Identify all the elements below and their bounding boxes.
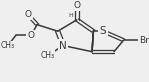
Text: H: H [68, 13, 73, 18]
Text: N: N [59, 41, 67, 51]
Text: CH₃: CH₃ [1, 41, 15, 50]
Text: O: O [27, 31, 34, 40]
Text: O: O [73, 1, 80, 10]
Text: S: S [100, 26, 106, 36]
Text: CH₃: CH₃ [40, 51, 55, 60]
Text: O: O [25, 10, 32, 19]
Text: Br: Br [139, 36, 149, 45]
